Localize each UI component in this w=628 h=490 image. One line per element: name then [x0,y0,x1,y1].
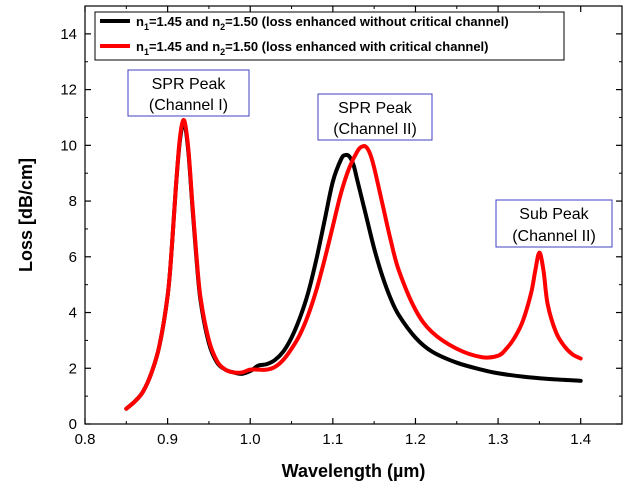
series-line-1 [124,117,583,411]
legend-label-with-critical: n1=1.45 and n2=1.50 (loss enhanced with … [136,39,489,57]
x-tick-label: 1.1 [322,431,343,448]
annotation-line-1: SPR Peak [152,76,227,93]
legend-0-post: =1.50 (loss enhanced without critical ch… [225,14,509,29]
annotation-box [127,69,250,117]
legend-label-without-critical: n1=1.45 and n2=1.50 (loss enhanced witho… [136,14,509,32]
annotation-box [495,199,613,248]
legend-0-sub1: 1 [144,22,149,32]
y-tick-label: 8 [69,193,77,210]
annotation-spr-peak-channel-2: SPR Peak (Channel II) [317,93,433,141]
x-axis-title: Wavelength (µm) [282,461,426,481]
annotation-box [317,93,433,141]
annotation-sub-peak-channel-2: Sub Peak (Channel II) [495,199,613,248]
annotation-line-1: Sub Peak [519,206,589,223]
annotation-line-1: SPR Peak [338,100,413,117]
curves-layer [124,117,583,411]
legend-box [94,11,565,61]
y-tick-label: 14 [60,26,77,43]
legend-1-sub2: 2 [220,47,225,57]
legend: n1=1.45 and n2=1.50 (loss enhanced witho… [94,11,565,61]
y-tick-label: 4 [69,305,77,322]
legend-0-sub2: 2 [220,22,225,32]
x-tick-label: 1.2 [405,431,426,448]
y-tick-label: 12 [60,82,77,99]
x-tick-label: 1.0 [240,431,261,448]
annotation-line-2: (Channel II) [333,121,417,138]
annotation-line-2: (Channel I) [149,97,228,114]
annotation-spr-peak-channel-1: SPR Peak (Channel I) [127,69,250,117]
annotation-line-2: (Channel II) [512,228,596,245]
legend-0-n1: n [136,14,144,29]
y-tick-label: 10 [60,137,77,154]
x-tick-label: 0.9 [157,431,178,448]
legend-1-mid: =1.45 and n [149,39,220,54]
legend-1-n1: n [136,39,144,54]
x-tick-label: 1.3 [488,431,509,448]
y-tick-label: 6 [69,249,77,266]
y-tick-label: 0 [69,416,77,433]
x-tick-label: 0.8 [75,431,96,448]
series-line-0 [124,120,583,411]
plot-frame [84,5,623,425]
legend-0-mid: =1.45 and n [149,14,220,29]
y-axis-title: Loss [dB/cm] [16,158,36,272]
legend-1-post: =1.50 (loss enhanced with critical chann… [225,39,488,54]
y-tick-label: 2 [69,360,77,377]
legend-1-sub1: 1 [144,47,149,57]
x-tick-label: 1.4 [570,431,591,448]
